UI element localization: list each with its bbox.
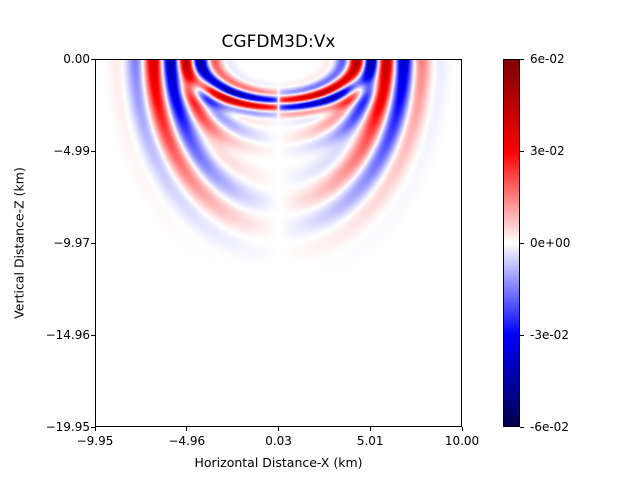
- colorbar-tick-mark: [520, 243, 524, 244]
- colorbar-tick-label: 6e-02: [530, 52, 565, 66]
- y-tick-mark: [91, 242, 95, 244]
- y-tick-mark: [91, 151, 95, 153]
- y-tick-label: 0.00: [63, 52, 90, 66]
- chart-title: CGFDM3D:Vx: [221, 32, 336, 52]
- colorbar-tick-label: 3e-02: [530, 144, 565, 158]
- plot-frame: [95, 59, 462, 427]
- y-tick-label: −9.97: [53, 235, 90, 250]
- y-axis-label: Vertical Distance-Z (km): [11, 167, 27, 319]
- x-tick-mark: [461, 427, 463, 431]
- x-tick-mark: [94, 427, 96, 431]
- y-tick-label: −19.95: [45, 420, 90, 434]
- colorbar-tick-mark: [520, 59, 524, 60]
- x-tick-mark: [369, 427, 371, 431]
- colorbar-tick-label: 0e+00: [530, 236, 571, 250]
- y-tick-mark: [91, 427, 95, 428]
- y-tick-mark: [91, 59, 95, 60]
- x-tick-label: 5.01: [356, 434, 384, 448]
- colorbar-tick-label: -3e-02: [530, 328, 569, 342]
- x-tick-label: 10.00: [444, 434, 480, 448]
- colorbar-tick-mark: [520, 335, 524, 336]
- x-tick-label: −9.95: [76, 434, 114, 448]
- y-tick-label: −14.96: [45, 327, 90, 342]
- colorbar-tick-mark: [520, 427, 524, 428]
- x-axis-label: Horizontal Distance-X (km): [194, 455, 363, 470]
- y-tick-mark: [91, 334, 95, 336]
- x-tick-label: 0.03: [265, 434, 292, 448]
- colorbar-tick-label: -6e-02: [530, 420, 569, 434]
- x-tick-mark: [278, 427, 280, 431]
- x-tick-mark: [186, 427, 188, 431]
- colorbar-frame: [503, 59, 520, 427]
- wavefield-heatmap: [95, 59, 462, 427]
- x-tick-label: −4.96: [168, 434, 206, 448]
- colorbar: [503, 59, 520, 427]
- y-tick-label: −4.99: [53, 144, 90, 159]
- colorbar-tick-mark: [520, 151, 524, 152]
